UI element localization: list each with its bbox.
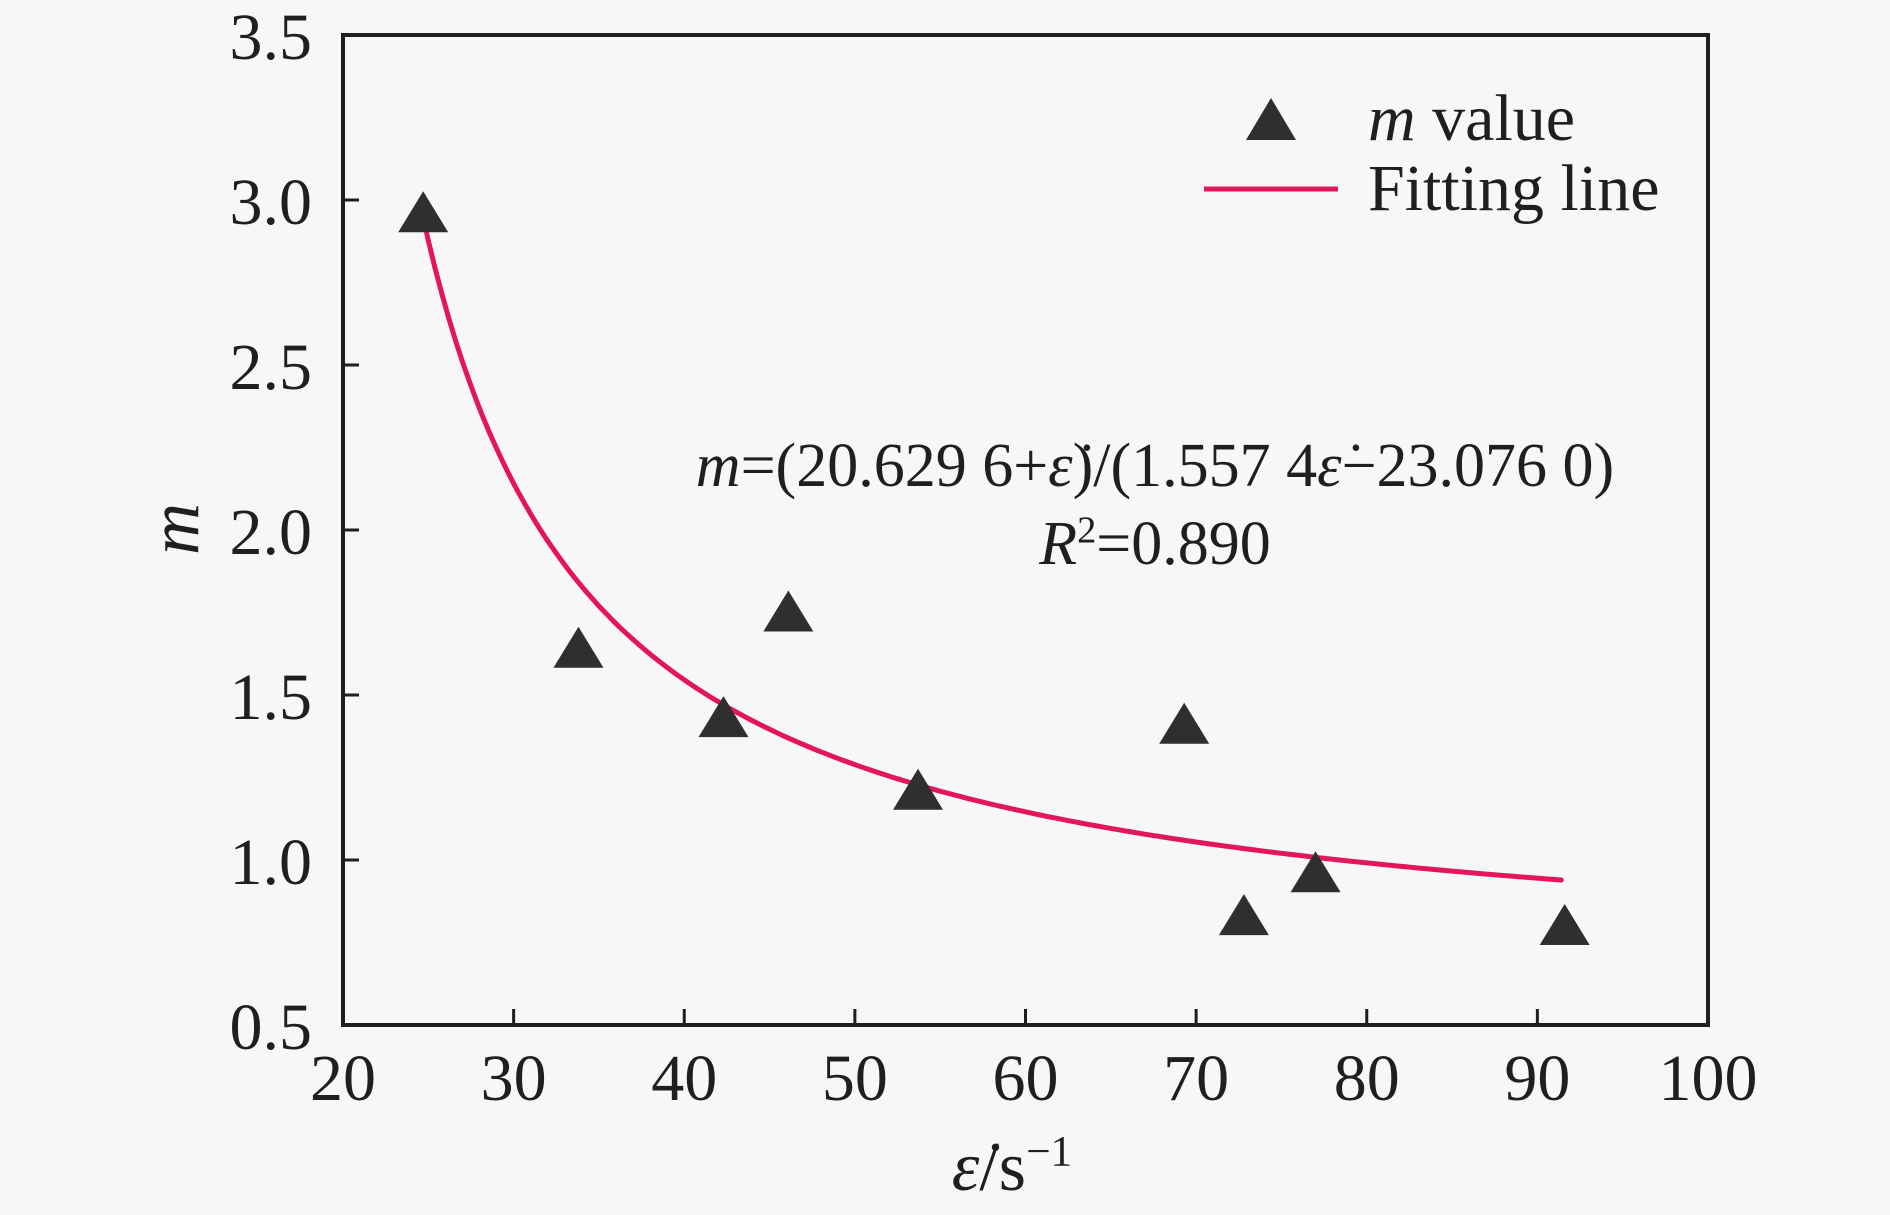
x-tick-label: 60 (993, 1042, 1059, 1115)
data-point-triangle (698, 696, 749, 738)
legend-item-m-value: m value (1196, 82, 1660, 155)
x-axis-title: ε̇/s−1 (951, 1127, 1073, 1206)
data-point-triangle (1290, 851, 1341, 893)
triangle-marker-icon (1196, 95, 1346, 143)
data-point-triangle (553, 626, 604, 668)
x-tick-label: 90 (1504, 1042, 1570, 1115)
legend-item-fitting-line: Fitting line (1196, 152, 1660, 225)
x-tick-label: 80 (1334, 1042, 1400, 1115)
y-tick-label: 1.0 (230, 826, 313, 899)
y-tick-label: 3.0 (230, 166, 313, 239)
y-tick-label: 2.0 (230, 496, 313, 569)
data-point-triangle (1218, 894, 1269, 936)
x-tick-label: 70 (1163, 1042, 1229, 1115)
line-marker-icon (1196, 184, 1346, 194)
legend: m value Fitting line (1196, 82, 1660, 225)
fitting-line-curve (419, 207, 1564, 883)
data-point-triangle (1539, 904, 1590, 945)
data-point-triangle (398, 191, 449, 233)
y-tick-label: 3.5 (230, 1, 313, 74)
data-point-triangle (1159, 702, 1210, 744)
fit-equation-annotation: m=(20.629 6+ε̇)/(1.557 4ε̇−23.076 0) R2=… (696, 427, 1614, 583)
x-tick-label: 100 (1659, 1042, 1758, 1115)
x-tick-label: 40 (651, 1042, 717, 1115)
x-tick-label: 20 (310, 1042, 376, 1115)
y-tick-label: 0.5 (230, 991, 313, 1064)
x-tick-label: 50 (822, 1042, 888, 1115)
y-tick-label: 2.5 (230, 331, 313, 404)
y-axis-title: m (134, 503, 215, 555)
legend-label: Fitting line (1368, 152, 1660, 225)
fit-equation-line: m=(20.629 6+ε̇)/(1.557 4ε̇−23.076 0) (695, 432, 1615, 500)
data-point-triangle (763, 590, 814, 632)
r-squared-line: R2=0.890 (1039, 509, 1271, 578)
x-tick-label: 30 (481, 1042, 547, 1115)
y-tick-label: 1.5 (230, 661, 313, 734)
data-point-triangle (893, 768, 944, 810)
legend-label: m value (1368, 82, 1576, 155)
plot-frame (341, 33, 1710, 1027)
